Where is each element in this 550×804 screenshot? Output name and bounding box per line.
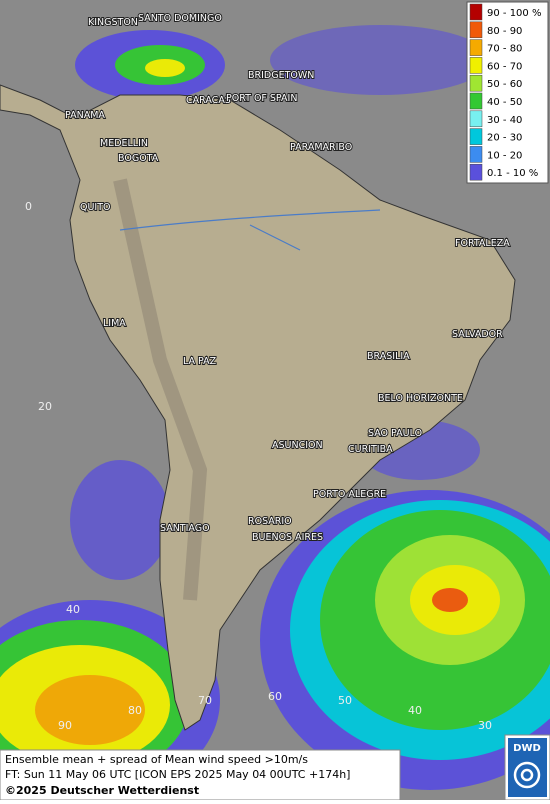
legend-label: 80 - 90 — [487, 26, 522, 37]
legend-label: 30 - 40 — [487, 115, 522, 126]
legend-label: 20 - 30 — [487, 133, 522, 144]
legend-swatch — [469, 146, 483, 163]
city-label: BOGOTA — [118, 153, 159, 164]
city-label: ROSARIO — [248, 516, 292, 527]
legend-swatch — [469, 163, 483, 181]
footer-box — [0, 749, 401, 801]
city-label: SANTIAGO — [160, 523, 210, 534]
legend-label: 40 - 50 — [487, 97, 522, 108]
logo-swirl — [513, 761, 541, 789]
legend-swatch — [469, 57, 483, 74]
legend-label: 70 - 80 — [487, 44, 522, 55]
city-label: KINGSTON — [88, 17, 138, 28]
city-label: CARACAS — [186, 95, 231, 106]
logo-swirl — [520, 768, 534, 782]
wind-areas — [0, 25, 550, 800]
andes — [113, 178, 208, 601]
legend-swatch — [469, 39, 483, 56]
city-label: LA PAZ — [183, 356, 217, 367]
city-label: CURITIBA — [348, 444, 393, 455]
legend-label: 60 - 70 — [487, 61, 522, 72]
grid-labels: 0 20 40 90 80 70 60 50 40 30 — [25, 200, 492, 732]
city-label: BUENOS AIRES — [252, 532, 323, 543]
rivers — [119, 209, 381, 251]
grid-label: 0 — [25, 200, 32, 213]
city-label: QUITO — [80, 202, 111, 213]
city-labels: KINGSTON SANTO DOMINGO BRIDGETOWN CARACA… — [64, 12, 511, 544]
footer-line: FT: Sun 11 May 06 UTC [ICON EPS 2025 May… — [5, 768, 350, 781]
legend-swatch — [469, 128, 483, 145]
city-label: SAO PAULO — [368, 428, 422, 439]
logo-text: DWD — [513, 743, 541, 754]
city-label: BRASILIA — [367, 351, 410, 362]
legend: 90 - 100 % 80 - 90 70 - 80 60 - 70 50 - 60 40… — [466, 1, 549, 184]
grid-label: 50 — [338, 694, 352, 707]
grid-label: 90 — [58, 719, 72, 732]
legend-label: 90 - 100 % — [487, 8, 541, 19]
legend-swatch — [469, 3, 483, 21]
city-label: LIMA — [103, 318, 126, 329]
legend-label: 0.1 - 10 % — [487, 168, 538, 179]
city-label: BRIDGETOWN — [248, 70, 314, 81]
city-label: FORTALEZA — [455, 238, 510, 249]
city-label: ASUNCION — [272, 440, 323, 451]
city-label: SANTO DOMINGO — [138, 13, 222, 24]
grid-label: 80 — [128, 704, 142, 717]
city-label: PARAMARIBO — [290, 142, 352, 153]
legend-swatch — [469, 92, 483, 110]
city-label: SALVADOR — [452, 329, 503, 340]
legend-label: 50 - 60 — [487, 79, 522, 90]
city-label: PANAMA — [65, 110, 105, 121]
city-label: MEDELLIN — [100, 138, 148, 149]
city-label: PORTO ALEGRE — [313, 489, 386, 500]
footer: Ensemble mean + spread of Mean wind spee… — [0, 749, 401, 801]
legend-swatch — [469, 110, 483, 128]
logo: DWD — [504, 734, 550, 801]
city-label: PORT OF SPAIN — [226, 93, 297, 104]
grid-label: 70 — [198, 694, 212, 707]
grid-label: 30 — [478, 719, 492, 732]
grid-label: 40 — [408, 704, 422, 717]
city-label: BELO HORIZONTE — [378, 393, 463, 404]
legend-swatch — [469, 21, 483, 39]
legend-swatch — [469, 74, 483, 92]
legend-label: 10 - 20 — [487, 150, 522, 161]
grid-label: 40 — [66, 603, 80, 616]
grid-label: 60 — [268, 690, 282, 703]
footer-line: Ensemble mean + spread of Mean wind spee… — [5, 753, 308, 766]
copyright: ©2025 Deutscher Wetterdienst — [5, 784, 199, 797]
grid-label: 20 — [38, 400, 52, 413]
